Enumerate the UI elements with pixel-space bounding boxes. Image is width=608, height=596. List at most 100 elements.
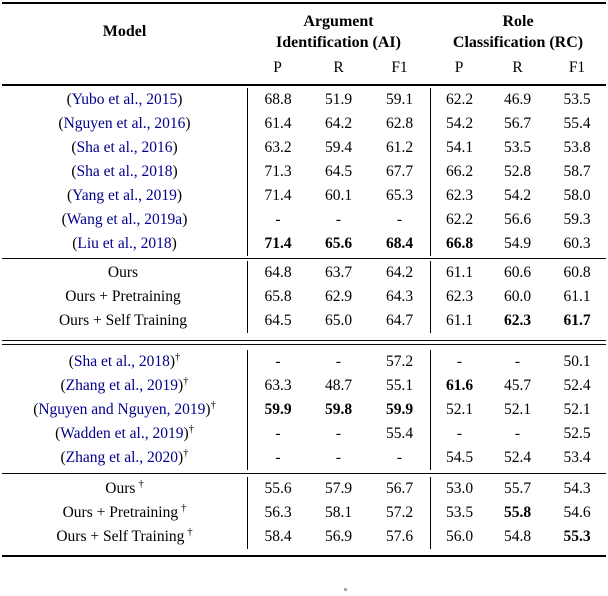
citation-link[interactable]: Sha et al., 2018 [73, 353, 170, 371]
metric-cell: 54.9 [503, 235, 532, 252]
citation-link[interactable]: Zhang et al., 2020 [65, 449, 179, 467]
metric-cell: 54.2 [430, 112, 488, 136]
metric-cell: 56.9 [324, 528, 353, 546]
paren-open: ( [60, 377, 66, 395]
dagger-mark: † [183, 376, 189, 388]
table-row: Ours † 55.6 57.9 56.7 53.0 55.7 54.3 [2, 477, 606, 502]
metric-cell: 62.8 [385, 115, 414, 132]
subcol-rc-f1: F1 [568, 59, 586, 76]
metric-cell: 57.2 [385, 353, 414, 371]
citation-link[interactable]: Zhang et al., 2019 [65, 377, 179, 395]
citation-link[interactable]: Liu et al., 2018 [77, 235, 172, 252]
citation-link[interactable]: Sha et al., 2018 [76, 163, 173, 180]
metric-cell: - [335, 449, 342, 467]
metric-cell: 53.5 [563, 91, 591, 108]
dagger-mark: † [188, 424, 194, 436]
metric-cell: 62.3 [430, 285, 488, 309]
paren-close: ) [177, 91, 183, 108]
metric-cell: 64.8 [247, 261, 308, 285]
model-cell: (Liu et al., 2018) [2, 232, 247, 256]
metric-cell: 52.8 [503, 163, 532, 180]
metric-cell: 59.9 [247, 398, 308, 423]
metric-cell: 56.3 [247, 501, 308, 526]
metric-cell: 58.0 [563, 187, 591, 204]
model-cell: Ours † [2, 477, 247, 501]
metric-cell: 63.7 [324, 264, 353, 281]
paren-close: ) [172, 139, 178, 156]
metric-cell: - [247, 422, 308, 447]
metric-cell: 67.7 [385, 163, 414, 180]
metric-cell: 48.7 [324, 377, 353, 395]
citation-link[interactable]: Nguyen et al., 2016 [63, 115, 186, 132]
metric-cell: 61.1 [563, 288, 591, 305]
metric-cell: 53.4 [563, 449, 591, 467]
paren-close: ) [178, 449, 184, 467]
table-row: Ours + Pretraining 65.8 62.9 64.3 62.3 6… [2, 285, 606, 309]
paren-close: ) [183, 425, 189, 443]
metric-cell: 71.3 [247, 160, 308, 184]
metric-cell: 50.1 [563, 353, 591, 371]
metric-cell: 60.8 [563, 264, 591, 281]
paren-open: ( [60, 449, 66, 467]
subcol-ai-f1: F1 [391, 59, 408, 76]
table-row: (Yang et al., 2019) 71.4 60.1 65.3 62.3 … [2, 184, 606, 208]
metric-cell: 55.3 [563, 528, 591, 546]
metric-cell: 66.8 [430, 232, 488, 256]
column-group-ai: Argument Identification (AI) [247, 11, 430, 53]
metric-cell: 53.0 [430, 477, 488, 502]
metric-cell: 64.2 [324, 115, 353, 132]
metric-cell: - [335, 425, 342, 443]
citation-link[interactable]: Yubo et al., 2015 [71, 91, 178, 108]
subcolumn-header-row: P R F1 P R F1 [2, 55, 606, 84]
metric-cell: 61.1 [430, 261, 488, 285]
model-cell: Ours + Self Training [2, 309, 247, 333]
table-row: Ours 64.8 63.7 64.2 61.1 60.6 60.8 [2, 261, 606, 285]
metric-cell: 52.4 [503, 449, 532, 467]
metric-cell: 46.9 [503, 91, 532, 108]
metric-cell: 61.4 [247, 112, 308, 136]
model-cell: (Wadden et al., 2019)† [2, 422, 247, 446]
section-divider-double [2, 340, 606, 346]
group-rc-line2: Classification (RC) [452, 34, 584, 51]
metric-cell: 71.4 [247, 184, 308, 208]
metric-cell: 61.6 [430, 374, 488, 399]
subcol-rc-p: P [454, 59, 464, 76]
metric-cell: 64.3 [385, 288, 414, 305]
paren-close: ) [176, 187, 183, 204]
metric-cell: - [430, 350, 488, 375]
metric-cell: - [247, 350, 308, 375]
model-cell: Ours [2, 261, 247, 285]
metric-cell: 52.1 [430, 398, 488, 423]
paren-open: ( [55, 425, 61, 443]
citation-link[interactable]: Wang et al., 2019a [66, 211, 183, 228]
metric-cell: 62.2 [430, 208, 488, 232]
citation-link[interactable]: Yang et al., 2019 [72, 187, 177, 204]
metric-cell: 62.3 [430, 184, 488, 208]
metric-cell: 62.2 [430, 88, 488, 112]
citation-link[interactable]: Wadden et al., 2019 [60, 425, 184, 443]
metric-cell: 60.0 [503, 288, 532, 305]
metric-cell: 56.6 [503, 211, 532, 228]
table-row: (Sha et al., 2018)† - - 57.2 - - 50.1 [2, 350, 606, 375]
model-cell: (Sha et al., 2016) [2, 136, 247, 160]
metric-cell: 68.4 [385, 235, 414, 252]
metric-cell: 54.5 [430, 446, 488, 471]
model-cell: (Sha et al., 2018) [2, 160, 247, 184]
paren-close: ) [169, 353, 176, 371]
paren-open: ( [66, 187, 73, 204]
metric-cell: - [396, 449, 403, 467]
paren-open: ( [33, 401, 39, 419]
metric-cell: 52.4 [563, 377, 591, 395]
paren-open: ( [68, 353, 74, 371]
metric-cell: 61.1 [430, 309, 488, 333]
column-group-rc: Role Classification (RC) [430, 11, 606, 53]
metric-cell: 65.8 [247, 285, 308, 309]
model-label: Ours + Self Training [56, 528, 185, 546]
metric-cell: 54.1 [430, 136, 488, 160]
dagger-mark: † [175, 352, 181, 364]
citation-link[interactable]: Sha et al., 2016 [76, 139, 173, 156]
metric-cell: 65.0 [324, 312, 353, 329]
metric-cell: - [247, 208, 308, 232]
citation-link[interactable]: Nguyen and Nguyen, 2019 [38, 401, 206, 419]
dagger-mark: † [138, 479, 144, 491]
